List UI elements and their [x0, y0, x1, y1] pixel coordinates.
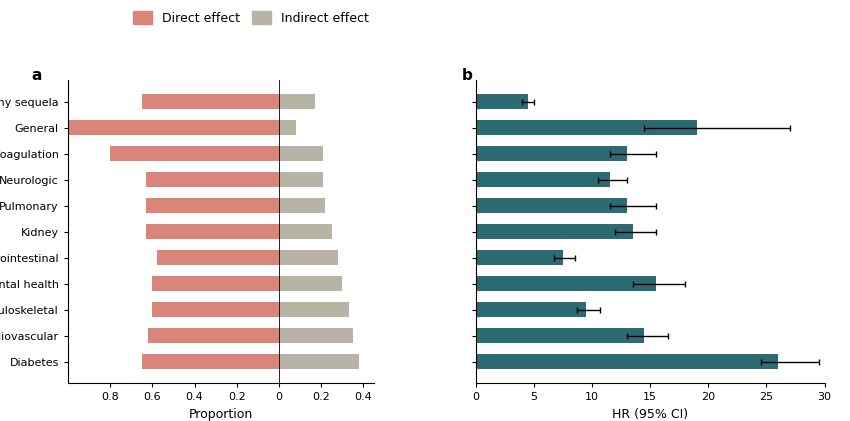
Bar — [279, 302, 348, 317]
Bar — [476, 146, 627, 161]
Bar — [476, 120, 697, 136]
Bar — [279, 198, 326, 213]
Bar — [279, 120, 296, 136]
Bar — [476, 172, 609, 187]
Bar — [279, 328, 353, 344]
Bar — [146, 224, 279, 240]
Bar — [279, 94, 314, 109]
Bar — [68, 120, 279, 136]
Bar — [152, 276, 279, 291]
Legend: Direct effect, Indirect effect: Direct effect, Indirect effect — [128, 6, 374, 30]
Bar — [279, 146, 323, 161]
Bar — [279, 250, 338, 265]
Bar — [476, 302, 586, 317]
Bar — [152, 302, 279, 317]
Bar — [142, 354, 279, 369]
Bar — [279, 172, 323, 187]
Bar — [142, 94, 279, 109]
Bar — [476, 354, 778, 369]
Bar — [279, 224, 332, 240]
Bar — [148, 328, 279, 344]
Bar — [156, 250, 279, 265]
X-axis label: HR (95% CI): HR (95% CI) — [612, 408, 689, 421]
Bar — [476, 198, 627, 213]
Text: b: b — [462, 68, 473, 83]
Bar — [146, 198, 279, 213]
Bar — [476, 224, 632, 240]
Bar — [476, 94, 529, 109]
Bar — [476, 328, 644, 344]
Bar — [279, 276, 343, 291]
Bar — [476, 250, 563, 265]
X-axis label: Proportion: Proportion — [189, 408, 253, 421]
Bar — [110, 146, 279, 161]
Text: a: a — [31, 68, 42, 83]
Bar — [146, 172, 279, 187]
Bar — [279, 354, 360, 369]
Bar — [476, 276, 656, 291]
